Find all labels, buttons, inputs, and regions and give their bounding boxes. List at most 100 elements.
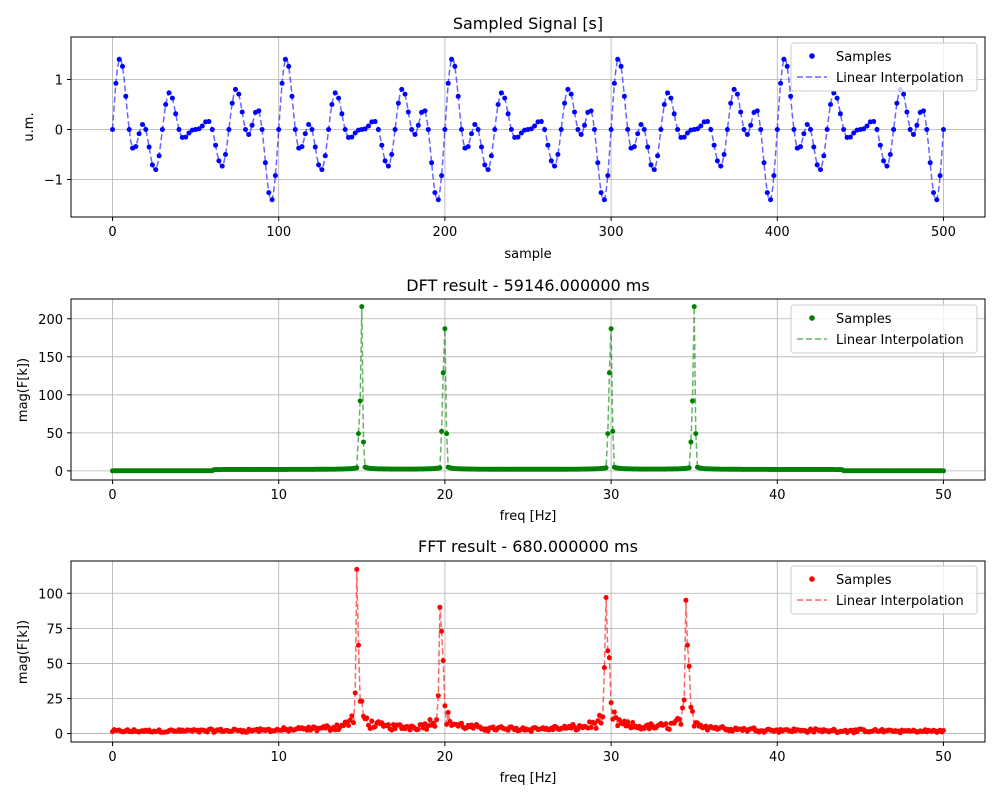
sample-point [354, 465, 360, 471]
sample-point [758, 127, 764, 132]
sample-point [548, 158, 554, 164]
sample-point [588, 725, 594, 730]
sample-point [904, 109, 910, 115]
sample-point [412, 132, 418, 137]
legend-samples-label: Samples [836, 50, 892, 65]
sample-point [695, 126, 700, 132]
sample-point [588, 108, 594, 114]
axes-frame [70, 560, 986, 743]
sample-point [558, 127, 564, 132]
sample-point [661, 102, 667, 107]
sample-point [382, 158, 388, 164]
sample-point [555, 152, 561, 157]
sample-point [133, 144, 139, 150]
sample-point [686, 663, 692, 669]
x-tick-label: 400 [765, 225, 790, 240]
sample-point [874, 127, 880, 132]
sample-point [515, 134, 521, 140]
sample-point [459, 720, 464, 726]
sample-point [439, 173, 445, 179]
sample-point [734, 91, 740, 97]
sample-point [608, 127, 614, 132]
sample-point [444, 431, 450, 437]
sample-point [352, 690, 358, 696]
legend: Samples Linear Interpolation [790, 565, 978, 615]
sample-point [123, 93, 129, 99]
sample-point [641, 127, 647, 132]
sample-point [600, 714, 606, 720]
sample-point [120, 63, 125, 69]
y-tick-label: 50 [46, 657, 63, 672]
sample-point [598, 190, 604, 196]
sample-point [352, 130, 358, 136]
sample-point [611, 80, 617, 86]
sample-point [688, 704, 694, 710]
sample-point [440, 658, 446, 664]
y-axis-label: mag(F[k]) [16, 358, 31, 422]
sample-point [545, 142, 551, 148]
sample-point [676, 716, 682, 722]
x-axis-label: freq [Hz] [500, 771, 557, 786]
sample-point [356, 431, 361, 437]
sample-point [173, 111, 179, 117]
sample-point [618, 63, 624, 69]
legend-samples-marker [809, 53, 815, 59]
sample-point [907, 127, 913, 132]
axes-frame [70, 298, 986, 481]
dft-result-chart: 0 10 20 30 40 50 0 50 100 150 200 DFT result - 591… [16, 276, 986, 524]
sample-point [605, 648, 611, 654]
sample-point [444, 721, 450, 727]
sample-point [741, 127, 747, 132]
sample-point [562, 100, 568, 106]
sample-point [422, 108, 428, 114]
sample-point [259, 127, 265, 132]
sample-point [176, 127, 182, 132]
x-tick-label: 50 [935, 750, 952, 765]
sample-point [302, 131, 308, 137]
sample-point [472, 122, 478, 127]
sample-point [256, 108, 262, 114]
sample-point [429, 160, 435, 166]
sample-point [680, 705, 685, 711]
sample-point [186, 130, 192, 136]
sample-point [447, 718, 453, 724]
legend: Samples Linear Interpolation [790, 304, 978, 354]
sample-point [492, 127, 498, 132]
legend: Samples Linear Interpolation [790, 42, 978, 92]
sample-point [798, 144, 803, 150]
sample-point [914, 122, 920, 128]
sample-point [140, 122, 145, 127]
sample-point [445, 709, 451, 715]
sample-point [332, 90, 338, 96]
sample-point [445, 80, 451, 86]
sample-point [834, 95, 840, 101]
sample-point [791, 127, 797, 132]
sample-point [828, 102, 833, 107]
sample-point [528, 126, 534, 132]
sample-point [469, 131, 474, 137]
sample-point [781, 56, 787, 62]
legend-samples-marker [809, 315, 815, 321]
sample-point [610, 428, 616, 434]
x-tick-label: 300 [599, 225, 624, 240]
y-tick-label: 75 [46, 622, 63, 637]
sample-point [459, 127, 464, 132]
sample-point [608, 326, 614, 332]
sample-point [442, 703, 448, 709]
sample-point [601, 665, 607, 671]
sample-point [595, 160, 601, 166]
y-tick-label: 150 [38, 351, 63, 366]
sample-point [801, 131, 807, 137]
chart-title: DFT result - 59146.000000 ms [406, 276, 649, 295]
sample-point [635, 131, 641, 137]
sample-point [351, 720, 356, 726]
sample-point [440, 370, 446, 376]
sample-point [655, 153, 661, 159]
sample-point [625, 127, 631, 132]
sample-point [349, 713, 355, 719]
sample-point [698, 123, 704, 129]
x-tick-label: 200 [432, 225, 457, 240]
sample-point [479, 144, 484, 150]
sample-point [788, 93, 794, 99]
